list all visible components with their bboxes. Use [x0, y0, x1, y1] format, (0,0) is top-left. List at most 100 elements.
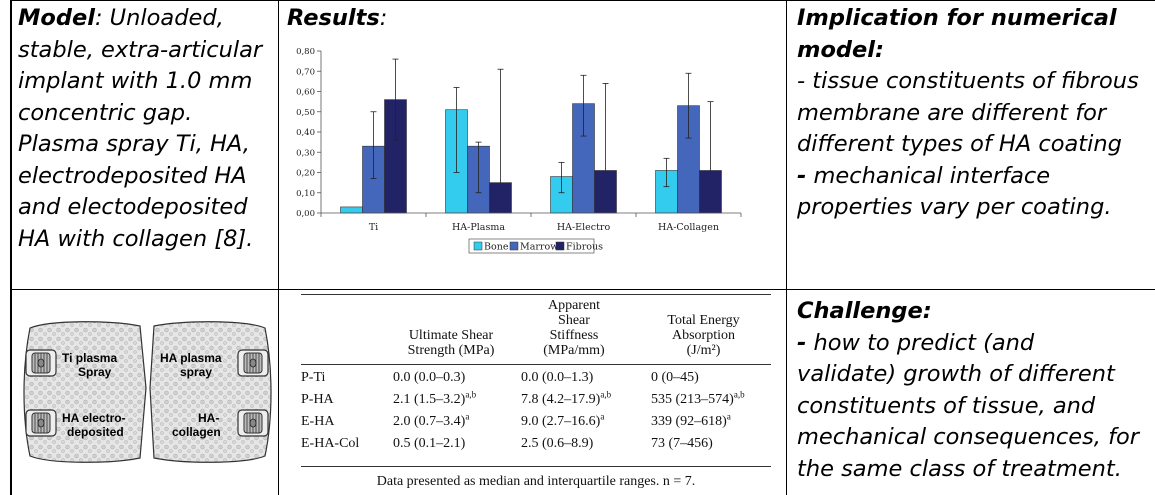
table-cell: 535 (213–574)a,b: [651, 389, 745, 407]
model-cell: Model: Unloaded, stable, extra-articular…: [10, 0, 279, 290]
implication-text: Implication for numerical model: - tissu…: [797, 3, 1155, 224]
legend-label: Marrow: [520, 242, 558, 253]
table-cell: 0.0 (0.0–0.3): [393, 370, 466, 385]
table-cell: 0.5 (0.1–2.1): [393, 436, 466, 451]
model-line: Plasma spray Ti, HA,: [18, 131, 250, 157]
bar: [489, 182, 512, 214]
implication-title: model:: [797, 36, 884, 63]
y-tick-label: 0,00: [296, 209, 315, 219]
model-line: implant with 1.0 mm: [18, 68, 253, 94]
ill-label: Ti plasma: [62, 351, 117, 365]
col-header-shear-strength: Ultimate Shear Strength (MPa): [407, 328, 495, 358]
bar: [594, 170, 617, 214]
challenge-line: mechanical consequences, for: [797, 424, 1140, 450]
y-tick-label: 0,30: [296, 148, 315, 158]
col-header-energy: Total Energy Absorption (J/m²): [667, 313, 740, 358]
table-cell: 339 (92–618)a: [651, 411, 731, 429]
challenge-cell: Challenge: - how to predict (and validat…: [786, 289, 1155, 495]
implication-line: properties vary per coating.: [797, 194, 1112, 220]
legend-label: Bone: [484, 242, 509, 253]
footnote-marker: a,b: [733, 389, 745, 400]
challenge-line: how to predict (and: [806, 329, 1035, 356]
table-note: Data presented as median and interquarti…: [376, 474, 696, 489]
model-line: HA with collagen [8].: [18, 225, 254, 252]
implication-line: mechanical interface: [806, 162, 1051, 189]
illustration-cell: Ti plasma Spray HA plasma spray HA elect…: [10, 289, 279, 495]
challenge-text: Challenge: - how to predict (and validat…: [797, 296, 1155, 485]
model-line: stable, extra-articular: [18, 36, 263, 63]
table-rule: [301, 294, 771, 295]
challenge-line: validate) growth of different: [797, 361, 1115, 387]
table-row-label: P-Ti: [301, 370, 326, 385]
table-row-label: E-HA-Col: [301, 436, 360, 451]
bone-left: [23, 321, 147, 463]
results-cell: Results: 0,00 0,10 0,20 0,30 0,40 0,50 0,60 0,7…: [278, 0, 787, 290]
table-cell: 2.1 (1.5–3.2)a,b: [393, 389, 477, 407]
ill-label: HA-: [198, 411, 219, 425]
model-text: Model: Unloaded, stable, extra-articular…: [18, 3, 278, 255]
table-rule: [301, 364, 771, 365]
model-lead: Model: [18, 5, 95, 31]
bone-right: [149, 321, 272, 463]
challenge-line: the same class of treatment.: [797, 455, 1122, 482]
ill-label: deposited: [67, 425, 124, 439]
results-title: Results:: [287, 5, 388, 31]
y-tick-label: 0,70: [296, 67, 315, 77]
y-tick-label: 0,40: [296, 128, 315, 138]
table-cell: 9.0 (2.7–16.6)a: [521, 411, 605, 429]
ill-label: spray: [180, 365, 212, 379]
implant-ha-collagen: [237, 409, 269, 437]
legend-swatch: [555, 241, 565, 251]
table-cell: 0 (0–45): [651, 370, 699, 385]
footnote-marker: a: [726, 411, 731, 422]
implication-line: different types of HA coating: [797, 131, 1122, 157]
table-row-label: E-HA: [301, 414, 335, 429]
implant-illustration: Ti plasma Spray HA plasma spray HA elect…: [23, 321, 272, 463]
y-tick-label: 0,50: [296, 108, 315, 118]
implant-ha-electro: [25, 409, 57, 437]
table-cell: 73 (7–456): [651, 436, 713, 451]
table-cell: 0.0 (0.0–1.3): [521, 370, 594, 385]
ill-label: HA plasma: [160, 351, 222, 365]
footnote-marker: a: [600, 411, 605, 422]
y-tick-label: 0,60: [296, 88, 315, 98]
x-category-label: HA-Collagen: [658, 222, 719, 233]
x-category-label: HA-Plasma: [452, 222, 505, 233]
legend-swatch: [473, 241, 483, 251]
implication-line: - tissue constituents of fibrous: [797, 68, 1139, 94]
model-line: electrodeposited HA: [18, 162, 247, 189]
data-table-cell: Ultimate Shear Strength (MPa) Apparent S…: [278, 289, 787, 495]
legend-swatch: [509, 241, 519, 251]
implication-line: membrane are different for: [797, 99, 1107, 126]
implication-cell: Implication for numerical model: - tissu…: [786, 0, 1155, 290]
col-header-shear-stiffness: Apparent Shear Stiffness (MPa/mm): [543, 298, 605, 358]
footnote-marker: a,b: [465, 389, 477, 400]
y-tick-label: 0,80: [296, 47, 315, 57]
legend-label: Fibrous: [566, 242, 603, 253]
y-tick-label: 0,20: [296, 169, 315, 179]
implication-title: Implication for numerical: [797, 5, 1117, 31]
implication-dash: -: [797, 162, 807, 189]
table-cell: 2.0 (0.7–3.4)a: [393, 411, 470, 429]
footnote-marker: a: [465, 411, 470, 422]
ill-label: collagen: [172, 425, 221, 439]
model-line: concentric gap.: [18, 99, 193, 126]
table-cell: 2.5 (0.6–8.9): [521, 436, 594, 451]
bar: [699, 170, 722, 214]
bar: [340, 206, 363, 214]
table-cell: 7.8 (4.2–17.9)a,b: [521, 389, 612, 407]
x-category-label: HA-Electro: [557, 222, 611, 233]
footnote-marker: a,b: [600, 389, 612, 400]
challenge-dash: -: [797, 329, 807, 356]
implant-ti-plasma: [25, 349, 57, 377]
ill-label: HA electro-: [62, 411, 126, 425]
y-tick-label: 0,10: [296, 189, 315, 199]
model-line: : Unloaded,: [94, 5, 224, 31]
implant-ha-plasma: [237, 349, 269, 377]
table-rule: [301, 466, 771, 467]
challenge-line: constituents of tissue, and: [797, 392, 1096, 419]
x-category-label: Ti: [369, 222, 378, 233]
challenge-title: Challenge:: [797, 298, 932, 324]
ill-label: Spray: [78, 365, 112, 379]
